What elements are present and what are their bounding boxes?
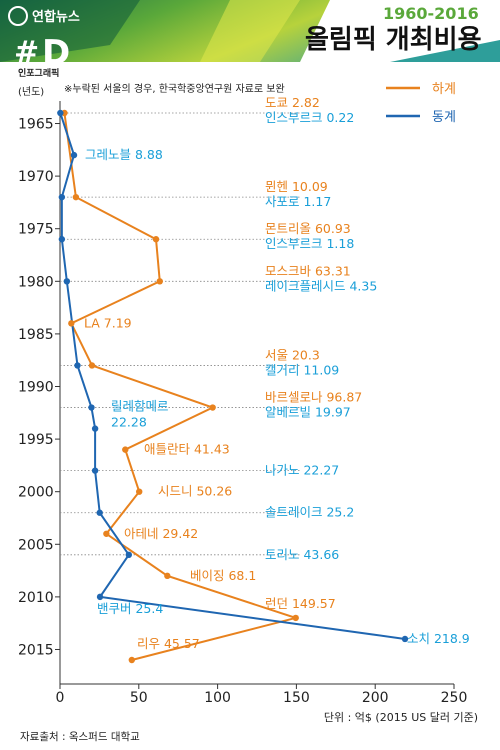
y-tick-label: 1995 [18, 432, 54, 448]
data-label: 토리노 43.66 [265, 547, 339, 562]
y-tick-label: 2005 [18, 537, 54, 553]
y-tick-label: 1985 [18, 327, 54, 343]
data-label: 베이징 68.1 [190, 568, 256, 583]
data-label: 그레노블 8.88 [85, 147, 163, 162]
x-tick-label: 250 [441, 690, 468, 706]
data-label: 리우 45.57 [137, 636, 200, 651]
x-tick-label: 200 [362, 690, 389, 706]
summer-point [152, 236, 160, 243]
summer-point [156, 278, 163, 285]
data-labels: 도쿄 2.82 뮌헨 10.09 몬트리올 60.93 모스크바 63.31 LA 7.… [84, 95, 470, 651]
data-label: 서울 20.3 [265, 347, 320, 362]
winter-point [74, 362, 81, 369]
data-label: 바르셀로나 96.87 [265, 390, 362, 405]
x-tick-label: 150 [283, 690, 310, 706]
y-axis-label: (년도) [18, 86, 44, 98]
brand-logo-icon [8, 6, 28, 26]
summer-series-line [63, 112, 300, 661]
badge-text: 인포그래픽 [18, 67, 59, 79]
summer-point [72, 193, 80, 201]
y-tick-label: 2010 [18, 590, 54, 606]
summer-point [103, 530, 110, 537]
page-title: 올림픽 개최비용 [305, 25, 482, 55]
data-label: 레이크플레시드 4.35 [265, 278, 377, 293]
winter-point [70, 151, 78, 159]
winter-point [88, 404, 95, 411]
winter-point [96, 509, 103, 516]
x-tick-label: 100 [204, 690, 231, 706]
x-tick-label: 50 [130, 690, 148, 706]
data-label: 밴쿠버 25.4 [97, 601, 163, 616]
data-label: 도쿄 2.82 [265, 95, 320, 110]
y-tick-label: 2000 [18, 485, 54, 501]
legend-summer-label: 하계 [432, 82, 456, 97]
data-label: 인스부르크 0.22 [265, 110, 354, 125]
winter-point [96, 593, 104, 601]
data-label: 런던 149.57 [265, 596, 336, 611]
header-banner: 연합뉴스 1960-2016 올림픽 개최비용 # D 인포그래픽 [0, 0, 500, 79]
y-tick-label: 1965 [18, 117, 54, 133]
y-tick-label: 1980 [18, 274, 54, 290]
winter-point [58, 236, 66, 243]
legend: 하계 동계 [386, 82, 456, 125]
data-label: 소치 218.9 [407, 631, 470, 646]
data-label: 모스크바 63.31 [265, 263, 351, 278]
badge-letter: D [42, 33, 70, 73]
data-label: 아테네 29.42 [124, 526, 198, 541]
y-ticks: 1965 1970 1975 1980 1985 1990 1995 2000 2005 2010… [18, 117, 60, 658]
summer-point [209, 404, 216, 411]
data-label: 애틀란타 41.43 [144, 442, 230, 457]
source-note: 자료출처 : 옥스퍼드 대학교 [20, 731, 140, 743]
data-label: 22.28 [111, 415, 147, 430]
winter-point [125, 551, 133, 559]
winter-point [63, 278, 71, 285]
data-label: LA 7.19 [84, 315, 132, 330]
summer-point [68, 320, 75, 327]
y-tick-label: 1970 [18, 169, 54, 185]
unit-label: 단위 : 억$ (2015 US 달러 기준) [324, 711, 478, 724]
data-label: 사포로 1.17 [265, 194, 331, 209]
summer-point [136, 488, 143, 495]
winter-point [58, 193, 66, 201]
y-tick-label: 1990 [18, 380, 54, 396]
data-label: 알베르빌 19.97 [265, 405, 351, 420]
winter-point [57, 109, 64, 117]
winter-series-line [59, 112, 406, 640]
year-range: 1960-2016 [383, 4, 479, 23]
winter-point [401, 635, 409, 643]
legend-winter-label: 동계 [432, 110, 456, 125]
y-tick-label: 2015 [18, 642, 54, 658]
brand-name: 연합뉴스 [32, 9, 80, 25]
guide-lines [60, 112, 300, 556]
data-label: 인스부르크 1.18 [265, 236, 354, 251]
data-label: 캘거리 11.09 [265, 362, 339, 377]
x-ticks: 0 50 100 150 200 250 [56, 684, 468, 706]
data-label: 뮌헨 10.09 [265, 179, 328, 194]
data-points [57, 109, 409, 664]
y-tick-label: 1975 [18, 222, 54, 238]
summer-point [128, 656, 136, 664]
winter-point [91, 425, 99, 432]
badge-hash-icon: # [14, 35, 39, 70]
summer-point [122, 446, 129, 453]
summer-point [88, 362, 96, 369]
data-note: ※누락된 서울의 경우, 한국학중앙연구원 자료로 보완 [64, 82, 285, 95]
summer-point [164, 572, 171, 580]
data-label: 릴레함메르 [111, 399, 169, 414]
data-label: 솔트레이크 25.2 [265, 505, 354, 520]
x-tick-label: 0 [56, 690, 65, 706]
summer-point [292, 614, 299, 622]
winter-point [91, 467, 99, 474]
data-label: 나가노 22.27 [265, 463, 339, 478]
data-label: 시드니 50.26 [158, 484, 232, 499]
data-label: 몬트리올 60.93 [265, 221, 351, 236]
